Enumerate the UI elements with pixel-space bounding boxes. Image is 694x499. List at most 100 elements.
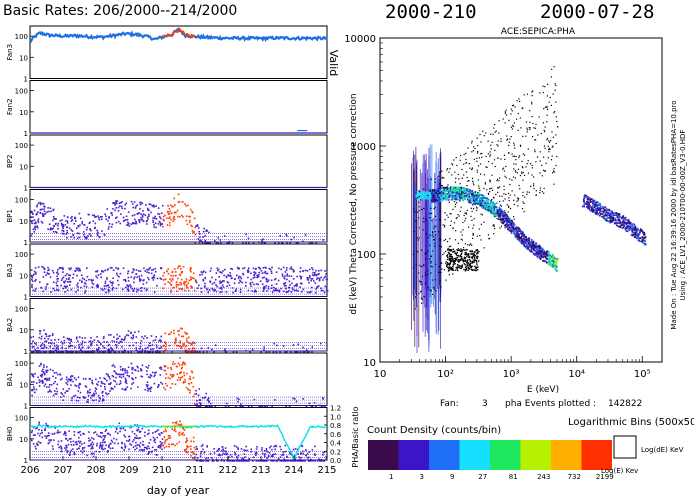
event-mark xyxy=(585,196,587,199)
count-mark xyxy=(118,351,120,353)
count-mark xyxy=(324,270,326,272)
count-mark xyxy=(77,267,79,270)
count-mark xyxy=(66,451,68,454)
count-mark xyxy=(88,440,90,442)
event-mark xyxy=(616,213,619,216)
count-mark xyxy=(221,291,223,293)
count-mark xyxy=(184,289,186,292)
event-mark xyxy=(595,201,598,203)
event-mark xyxy=(620,224,622,227)
count-mark xyxy=(62,395,65,397)
event-mark xyxy=(437,192,439,195)
count-mark xyxy=(250,272,252,275)
count-mark xyxy=(130,276,133,278)
count-mark xyxy=(105,215,107,217)
event-mark xyxy=(458,196,461,198)
count-mark xyxy=(178,265,180,267)
event-mark xyxy=(509,219,511,222)
event-mark xyxy=(555,261,558,263)
event-mark xyxy=(533,248,535,250)
count-mark xyxy=(271,291,274,293)
count-mark xyxy=(97,215,99,217)
count-mark xyxy=(31,351,34,353)
count-mark xyxy=(301,445,304,448)
event-mark xyxy=(544,260,547,262)
count-mark xyxy=(174,383,177,385)
count-mark xyxy=(47,391,49,393)
count-mark xyxy=(100,343,102,345)
event-mark xyxy=(586,195,588,198)
count-mark xyxy=(164,441,166,443)
count-mark xyxy=(303,351,305,353)
count-mark xyxy=(114,385,116,388)
event-mark xyxy=(513,226,515,229)
count-mark xyxy=(106,284,109,287)
event-mark xyxy=(457,189,460,192)
event-mark xyxy=(641,230,643,232)
count-mark xyxy=(148,432,150,435)
count-mark xyxy=(119,340,122,343)
count-mark xyxy=(101,230,103,232)
channel-frame-fan3 xyxy=(29,25,328,79)
count-mark xyxy=(79,217,82,220)
count-mark xyxy=(51,351,53,353)
count-mark xyxy=(131,372,134,374)
event-mark xyxy=(516,228,519,231)
count-mark xyxy=(139,278,141,281)
count-mark xyxy=(190,370,193,373)
count-mark xyxy=(182,335,185,338)
count-mark xyxy=(154,431,156,433)
count-mark xyxy=(171,374,174,376)
count-mark xyxy=(165,382,167,385)
count-mark xyxy=(82,351,84,353)
count-mark xyxy=(139,342,142,345)
count-mark xyxy=(171,428,173,430)
event-mark xyxy=(602,216,605,218)
event-mark xyxy=(532,243,535,246)
count-mark xyxy=(257,273,260,276)
count-mark xyxy=(178,376,180,379)
count-mark xyxy=(110,226,113,228)
count-mark xyxy=(154,372,156,374)
event-mark xyxy=(455,194,458,196)
count-mark xyxy=(144,388,147,391)
count-mark xyxy=(297,453,299,455)
count-mark xyxy=(150,335,153,337)
count-mark xyxy=(186,337,188,340)
count-mark xyxy=(217,269,219,272)
count-mark xyxy=(55,282,58,284)
count-mark xyxy=(294,458,297,461)
count-mark xyxy=(135,347,137,349)
event-mark xyxy=(444,190,447,192)
count-mark xyxy=(235,288,237,291)
event-mark xyxy=(448,194,451,197)
count-mark xyxy=(252,277,255,279)
count-mark xyxy=(187,351,190,353)
count-mark xyxy=(308,281,310,284)
event-mark xyxy=(624,227,627,229)
count-mark xyxy=(37,346,39,349)
event-mark xyxy=(628,226,630,228)
count-mark xyxy=(141,364,144,367)
count-mark xyxy=(157,445,159,448)
event-mark xyxy=(541,256,544,259)
count-mark xyxy=(31,283,33,286)
count-mark xyxy=(311,274,314,276)
event-mark xyxy=(633,223,636,226)
count-mark xyxy=(265,448,268,450)
count-mark xyxy=(270,287,273,289)
count-mark xyxy=(54,339,56,341)
count-mark xyxy=(282,451,285,453)
count-mark xyxy=(40,344,43,346)
count-mark xyxy=(261,452,264,455)
event-mark xyxy=(509,222,511,225)
count-mark xyxy=(147,387,149,390)
event-mark xyxy=(448,187,450,189)
count-mark xyxy=(167,272,170,275)
count-mark xyxy=(274,278,276,281)
event-mark xyxy=(466,198,469,201)
y-tick-label-ba2-100: 100 xyxy=(15,306,28,314)
count-mark xyxy=(127,224,129,226)
count-mark xyxy=(182,345,184,347)
count-mark xyxy=(102,382,104,385)
